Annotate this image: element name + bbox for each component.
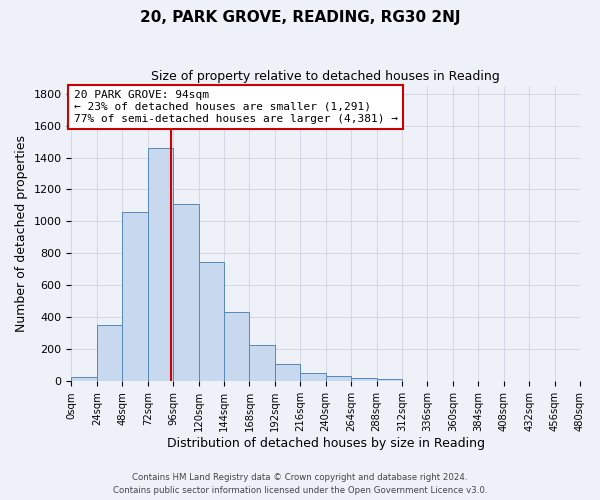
Bar (71, 378, 97, 382)
X-axis label: Distribution of detached houses by size in Reading: Distribution of detached houses by size … (167, 437, 485, 450)
Bar (224, 312, 250, 382)
Y-axis label: Number of detached properties: Number of detached properties (15, 135, 28, 332)
Bar (148, 148, 173, 382)
Bar (275, 364, 300, 382)
Bar (300, 372, 326, 382)
Text: 20, PARK GROVE, READING, RG30 2NJ: 20, PARK GROVE, READING, RG30 2NJ (140, 10, 460, 25)
Bar (377, 379, 402, 382)
Text: Contains HM Land Registry data © Crown copyright and database right 2024.
Contai: Contains HM Land Registry data © Crown c… (113, 474, 487, 495)
Text: 20 PARK GROVE: 94sqm
← 23% of detached houses are smaller (1,291)
77% of semi-de: 20 PARK GROVE: 94sqm ← 23% of detached h… (74, 90, 398, 124)
Bar (97, 326, 122, 382)
Bar (326, 376, 351, 382)
Bar (122, 212, 148, 382)
Bar (351, 378, 377, 382)
Bar (173, 204, 199, 382)
Bar (250, 346, 275, 382)
Bar (199, 262, 224, 382)
Title: Size of property relative to detached houses in Reading: Size of property relative to detached ho… (151, 70, 500, 83)
